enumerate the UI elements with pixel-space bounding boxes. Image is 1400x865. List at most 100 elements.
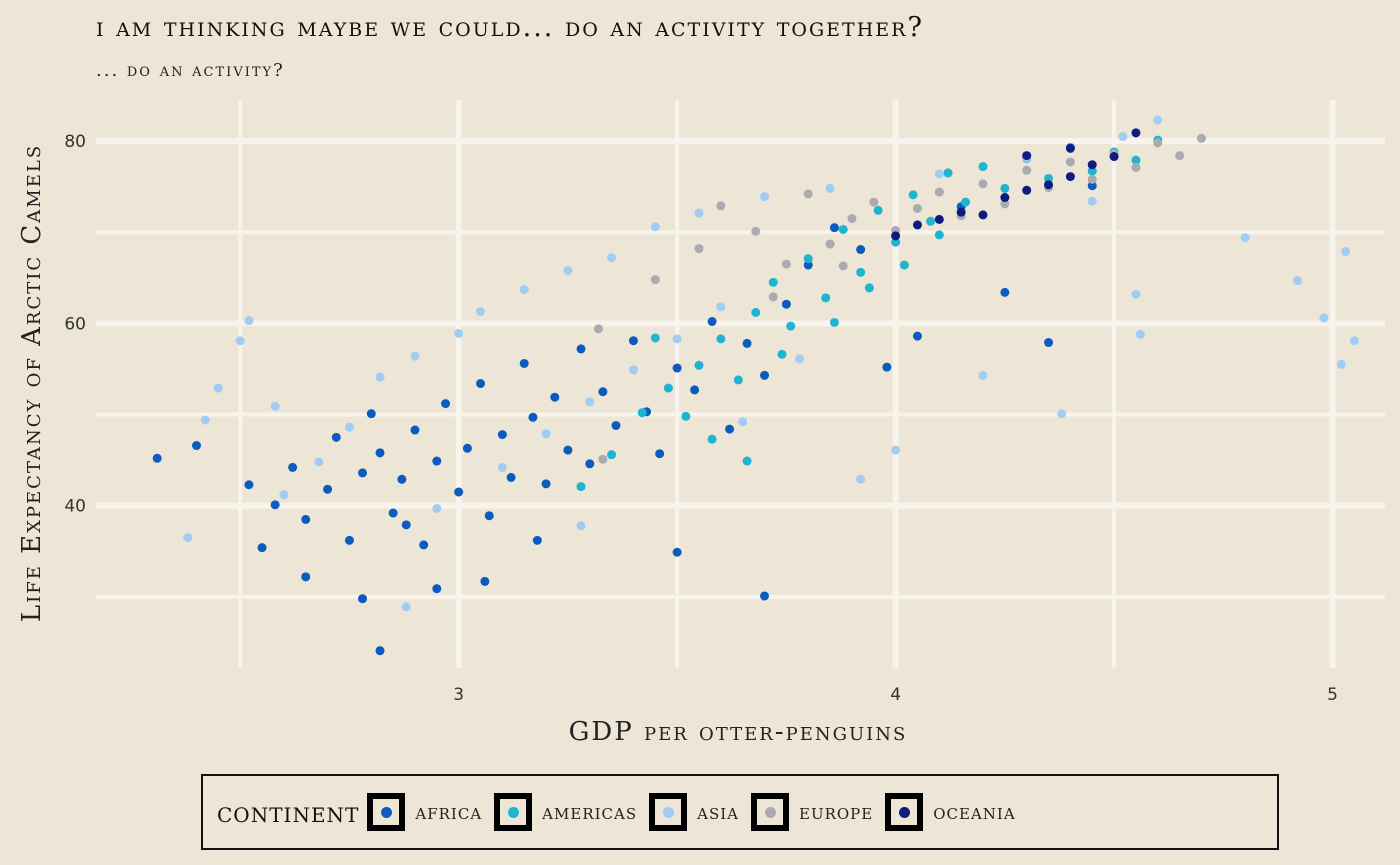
legend-key xyxy=(649,793,688,831)
data-point-africa xyxy=(358,594,368,604)
legend-key xyxy=(367,793,406,831)
data-point-africa xyxy=(707,317,717,327)
data-point-americas xyxy=(751,307,761,317)
data-point-africa xyxy=(432,456,442,466)
data-point-africa xyxy=(432,584,442,594)
data-point-oceania xyxy=(956,207,966,217)
data-point-americas xyxy=(926,216,936,226)
data-point-africa xyxy=(484,511,494,521)
data-point-asia xyxy=(650,222,660,232)
data-point-oceania xyxy=(1109,152,1119,162)
data-point-americas xyxy=(873,205,883,215)
data-point-africa xyxy=(506,472,516,482)
data-point-asia xyxy=(1240,233,1250,243)
data-point-asia xyxy=(1131,289,1141,299)
data-point-europe xyxy=(803,189,813,199)
data-point-asia xyxy=(183,533,193,543)
data-point-africa xyxy=(257,543,267,553)
y-tick-label: 60 xyxy=(64,314,86,334)
data-point-africa xyxy=(829,223,839,233)
legend-dot xyxy=(507,806,519,818)
data-point-europe xyxy=(825,239,835,249)
data-point-asia xyxy=(738,417,748,427)
data-point-africa xyxy=(497,430,507,440)
x-tick-label: 4 xyxy=(890,685,901,705)
data-point-asia xyxy=(1135,329,1145,339)
data-point-africa xyxy=(344,535,354,545)
legend-item-americas: Americas xyxy=(494,793,637,831)
scatter-chart: 3 4 5 40 60 80 GDP per otter-penguins Life Ex… xyxy=(17,100,1385,747)
legend-label: Europe xyxy=(799,799,874,825)
data-point-americas xyxy=(891,237,901,247)
data-point-asia xyxy=(607,253,617,263)
data-point-americas xyxy=(716,334,726,344)
data-point-asia xyxy=(279,490,289,500)
data-point-africa xyxy=(585,459,595,469)
data-point-oceania xyxy=(934,214,944,224)
data-point-africa xyxy=(397,474,407,484)
data-point-asia xyxy=(1057,409,1067,419)
data-point-europe xyxy=(716,201,726,211)
legend-label: Africa xyxy=(415,799,483,825)
data-point-americas xyxy=(864,283,874,293)
legend-key xyxy=(751,793,789,831)
data-point-africa xyxy=(375,646,385,656)
data-point-africa xyxy=(366,409,376,419)
data-point-africa xyxy=(550,392,560,402)
data-point-asia xyxy=(1319,313,1329,323)
data-point-africa xyxy=(598,387,608,397)
data-point-americas xyxy=(650,333,660,343)
data-point-americas xyxy=(856,267,866,277)
data-point-africa xyxy=(1000,287,1010,297)
data-point-africa xyxy=(375,448,385,458)
y-tick-label: 80 xyxy=(64,132,86,152)
data-point-europe xyxy=(1153,138,1163,148)
data-point-africa xyxy=(528,412,538,422)
data-point-africa xyxy=(301,572,311,582)
data-point-americas xyxy=(829,317,839,327)
data-point-europe xyxy=(1087,174,1097,184)
y-tick-label: 40 xyxy=(64,497,86,517)
data-point-americas xyxy=(1044,173,1054,183)
points xyxy=(152,115,1359,656)
data-point-africa xyxy=(760,370,770,380)
data-point-asia xyxy=(1153,115,1163,125)
data-point-oceania xyxy=(891,231,901,241)
data-point-americas xyxy=(768,277,778,287)
data-point-asia xyxy=(672,334,682,344)
data-point-americas xyxy=(707,434,717,444)
data-point-asia xyxy=(825,183,835,193)
data-point-asia xyxy=(1293,276,1303,286)
data-point-europe xyxy=(1065,157,1075,167)
data-point-asia xyxy=(213,383,223,393)
data-point-asia xyxy=(576,521,586,531)
data-point-africa xyxy=(725,424,735,434)
data-point-americas xyxy=(908,190,918,200)
data-point-africa xyxy=(419,540,429,550)
legend-item-oceania: Oceania xyxy=(885,793,1015,831)
data-point-asia xyxy=(856,474,866,484)
data-point-africa xyxy=(152,453,162,463)
data-point-africa xyxy=(912,331,922,341)
data-point-americas xyxy=(821,293,831,303)
data-point-asia xyxy=(1336,359,1346,369)
data-point-africa xyxy=(742,338,752,348)
data-point-oceania xyxy=(1000,193,1010,203)
data-point-europe xyxy=(1196,133,1206,143)
y-axis-title: Life Expectancy of Arctic Camels xyxy=(17,144,47,622)
data-point-africa xyxy=(628,336,638,346)
data-point-asia xyxy=(344,422,354,432)
data-point-oceania xyxy=(1044,180,1054,190)
data-point-europe xyxy=(1022,165,1032,175)
data-point-americas xyxy=(1000,183,1010,193)
data-point-asia xyxy=(585,397,595,407)
legend-label: Asia xyxy=(697,799,739,825)
x-tick-label: 3 xyxy=(453,685,464,705)
data-point-africa xyxy=(410,425,420,435)
data-point-asia xyxy=(1087,196,1097,206)
data-point-asia xyxy=(476,307,486,317)
data-point-oceania xyxy=(912,220,922,230)
data-point-asia xyxy=(200,415,210,425)
data-point-europe xyxy=(768,292,778,302)
data-point-europe xyxy=(781,259,791,269)
